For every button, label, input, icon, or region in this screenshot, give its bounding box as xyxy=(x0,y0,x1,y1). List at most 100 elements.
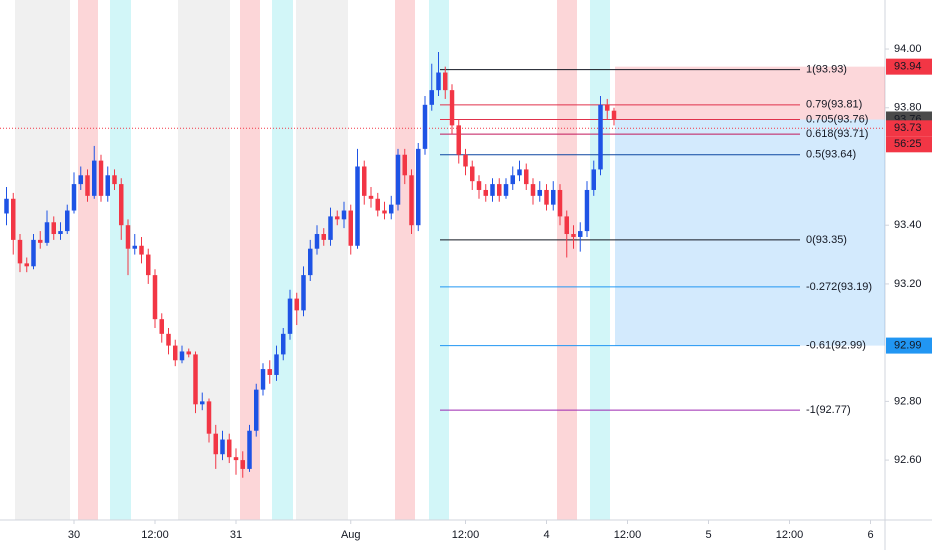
price-label-bg xyxy=(886,337,932,354)
session-band xyxy=(78,0,98,520)
candle-body xyxy=(254,389,259,431)
candle-body xyxy=(51,222,56,235)
candle-body xyxy=(240,460,245,469)
y-tick-label: 93.20 xyxy=(894,278,922,290)
candle-body xyxy=(11,198,16,240)
candle-body xyxy=(227,439,232,458)
candle-body xyxy=(179,351,185,361)
candle-body xyxy=(139,245,144,255)
candle-body xyxy=(105,175,110,196)
candle-body xyxy=(598,104,603,170)
candle-body xyxy=(274,354,279,375)
price-label-bg xyxy=(886,120,932,137)
candle-body xyxy=(24,263,29,267)
candle-body xyxy=(503,184,509,196)
candle-body xyxy=(58,231,63,235)
x-tick-label: 12:00 xyxy=(141,529,169,541)
candle-body xyxy=(463,154,468,167)
x-tick-label: 4 xyxy=(543,529,549,541)
candle-body xyxy=(416,148,421,226)
candle-body xyxy=(200,401,205,405)
candle-body xyxy=(409,175,414,226)
candle-body xyxy=(308,248,313,276)
x-tick-label: Aug xyxy=(341,529,361,541)
candle-body xyxy=(4,198,9,214)
session-band xyxy=(15,0,70,520)
candle-body xyxy=(335,216,340,220)
candle-body xyxy=(375,198,380,211)
candle-body xyxy=(348,210,353,246)
candle-body xyxy=(470,166,475,182)
candle-body xyxy=(605,104,610,111)
session-bands xyxy=(15,0,610,520)
candle-body xyxy=(557,189,563,217)
candle-body xyxy=(611,110,617,120)
session-band xyxy=(395,0,415,520)
y-tick-label: 92.60 xyxy=(894,454,922,466)
candle-body xyxy=(233,457,239,461)
candle-body xyxy=(524,169,529,185)
candle-body xyxy=(551,189,556,205)
candle-body xyxy=(578,231,583,237)
candle-body xyxy=(564,216,569,235)
candle-body xyxy=(31,239,36,267)
candle-body xyxy=(98,160,104,196)
price-label: 93.73 xyxy=(894,122,922,134)
candle-body xyxy=(368,195,374,199)
candle-body xyxy=(152,275,158,320)
x-tick-label: 31 xyxy=(230,529,242,541)
session-band xyxy=(110,0,131,520)
x-tick-label: 6 xyxy=(867,529,873,541)
fib-label: 0.5(93.64) xyxy=(806,149,856,161)
candle-body xyxy=(287,298,293,334)
y-tick-label: 93.40 xyxy=(894,219,922,231)
candle-body xyxy=(193,354,198,405)
candle-body xyxy=(449,90,455,126)
fib-label: 0.618(93.71) xyxy=(806,128,868,140)
candle-body xyxy=(584,189,590,232)
candle-body xyxy=(301,275,306,311)
candle-body xyxy=(267,369,272,375)
candle-body xyxy=(537,189,542,196)
y-tick-label: 92.80 xyxy=(894,395,922,407)
candle-body xyxy=(490,184,495,196)
candle-body xyxy=(362,166,367,196)
candle-body xyxy=(443,72,448,91)
candle-body xyxy=(422,104,428,149)
candle-body xyxy=(476,181,482,190)
candle-body xyxy=(395,154,401,205)
candle-body xyxy=(146,254,151,276)
candle-body xyxy=(544,189,549,205)
session-band xyxy=(590,0,610,520)
candle-body xyxy=(328,216,333,240)
candle-body xyxy=(44,222,50,243)
candle-body xyxy=(92,160,97,196)
candle-body xyxy=(341,210,347,220)
candle-body xyxy=(38,239,43,243)
fib-label: -0.61(92.99) xyxy=(806,339,866,351)
candle-body xyxy=(429,90,434,105)
candle-body xyxy=(247,430,252,469)
candle-body xyxy=(260,369,266,390)
candle-body xyxy=(65,210,70,232)
candle-body xyxy=(497,184,502,196)
session-band xyxy=(429,0,449,520)
candle-body xyxy=(355,166,360,246)
candle-body xyxy=(119,184,124,226)
candle-body xyxy=(517,169,522,176)
fib-label: 0(93.35) xyxy=(806,234,847,246)
candle-body xyxy=(402,154,407,176)
x-tick-label: 12:00 xyxy=(614,529,642,541)
position-risk xyxy=(615,66,885,120)
candle-body xyxy=(314,234,320,249)
candle-body xyxy=(436,72,441,91)
fib-label: 0.79(93.81) xyxy=(806,99,862,111)
y-tick-label: 94.00 xyxy=(894,43,922,55)
fib-label: -1(92.77) xyxy=(806,404,851,416)
session-band xyxy=(557,0,577,520)
candle-body xyxy=(483,189,488,196)
candle-body xyxy=(213,433,218,455)
candle-body xyxy=(78,175,83,185)
fib-label: 0.705(93.76) xyxy=(806,113,868,125)
